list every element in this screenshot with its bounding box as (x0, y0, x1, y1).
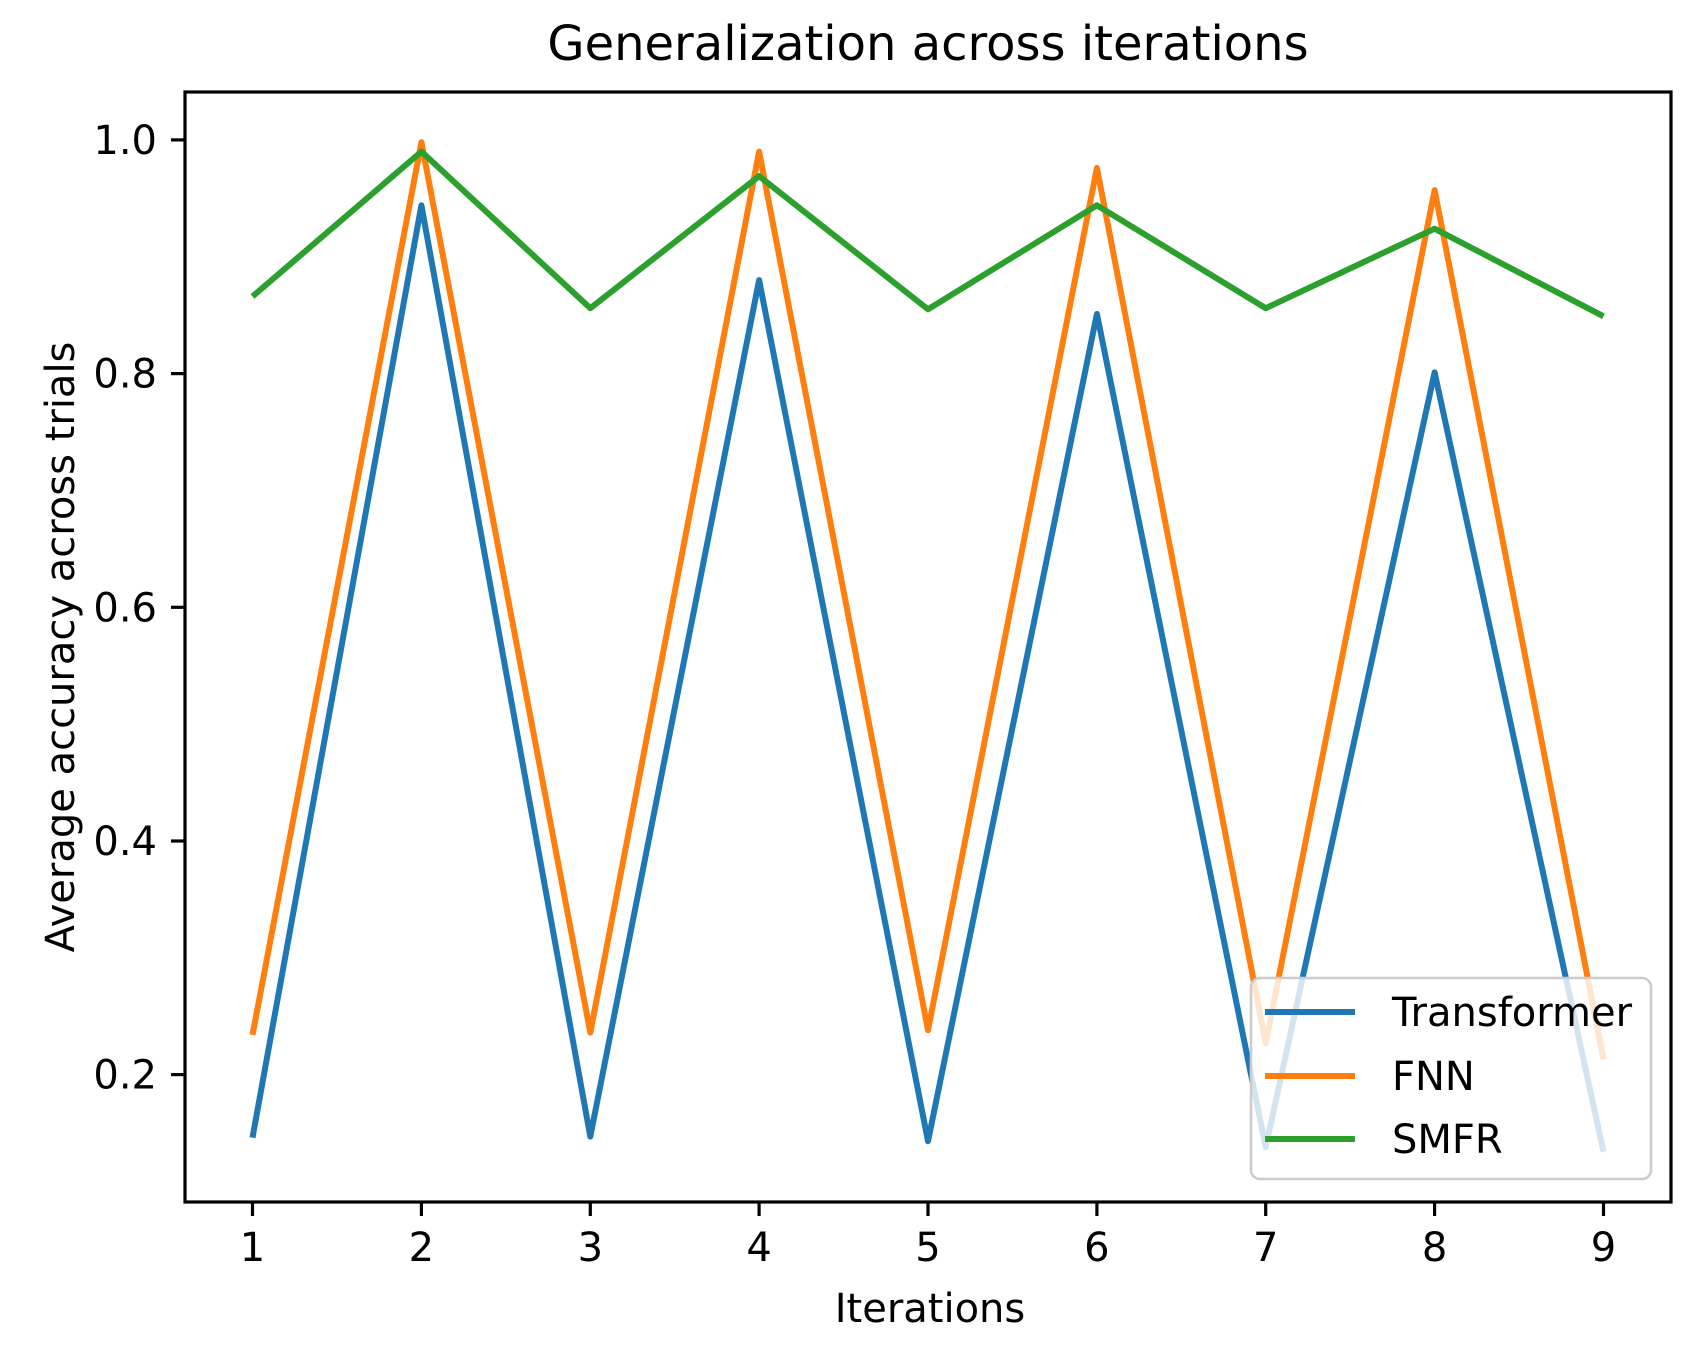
axis-ticks: 1 2 3 4 5 6 7 8 9 0.2 0.4 0.6 0.8 1.0 (93, 118, 1616, 1271)
x-axis-label: Iterations (835, 1286, 1026, 1332)
chart-title: Generalization across iterations (547, 16, 1308, 72)
x-tick-label: 8 (1422, 1225, 1447, 1271)
legend-label-fnn: FNN (1392, 1054, 1475, 1100)
x-tick-label: 4 (746, 1225, 771, 1271)
legend: Transformer FNN SMFR (1249, 976, 1653, 1181)
legend-label-smfr: SMFR (1392, 1117, 1503, 1163)
y-tick-label: 0.6 (93, 585, 157, 631)
y-tick-label: 1.0 (93, 118, 157, 164)
series-line-smfr (250, 148, 1605, 319)
y-axis-label: Average accuracy across trials (38, 342, 84, 953)
x-tick-label: 7 (1253, 1225, 1278, 1271)
y-tick-label: 0.2 (93, 1053, 157, 1099)
x-tick-label: 5 (915, 1225, 940, 1271)
series-line-fnn (249, 139, 1607, 1061)
x-tick-label: 2 (409, 1225, 434, 1271)
series-line-transformer (249, 202, 1607, 1153)
y-tick-label: 0.8 (93, 352, 157, 398)
x-tick-label: 6 (1084, 1225, 1109, 1271)
series-lines (249, 139, 1607, 1153)
x-tick-label: 3 (578, 1225, 603, 1271)
legend-box (1249, 976, 1653, 1181)
legend-label-transformer: Transformer (1391, 990, 1633, 1036)
x-tick-label: 1 (240, 1225, 265, 1271)
y-tick-label: 0.4 (93, 819, 157, 865)
x-tick-label: 9 (1591, 1225, 1616, 1271)
